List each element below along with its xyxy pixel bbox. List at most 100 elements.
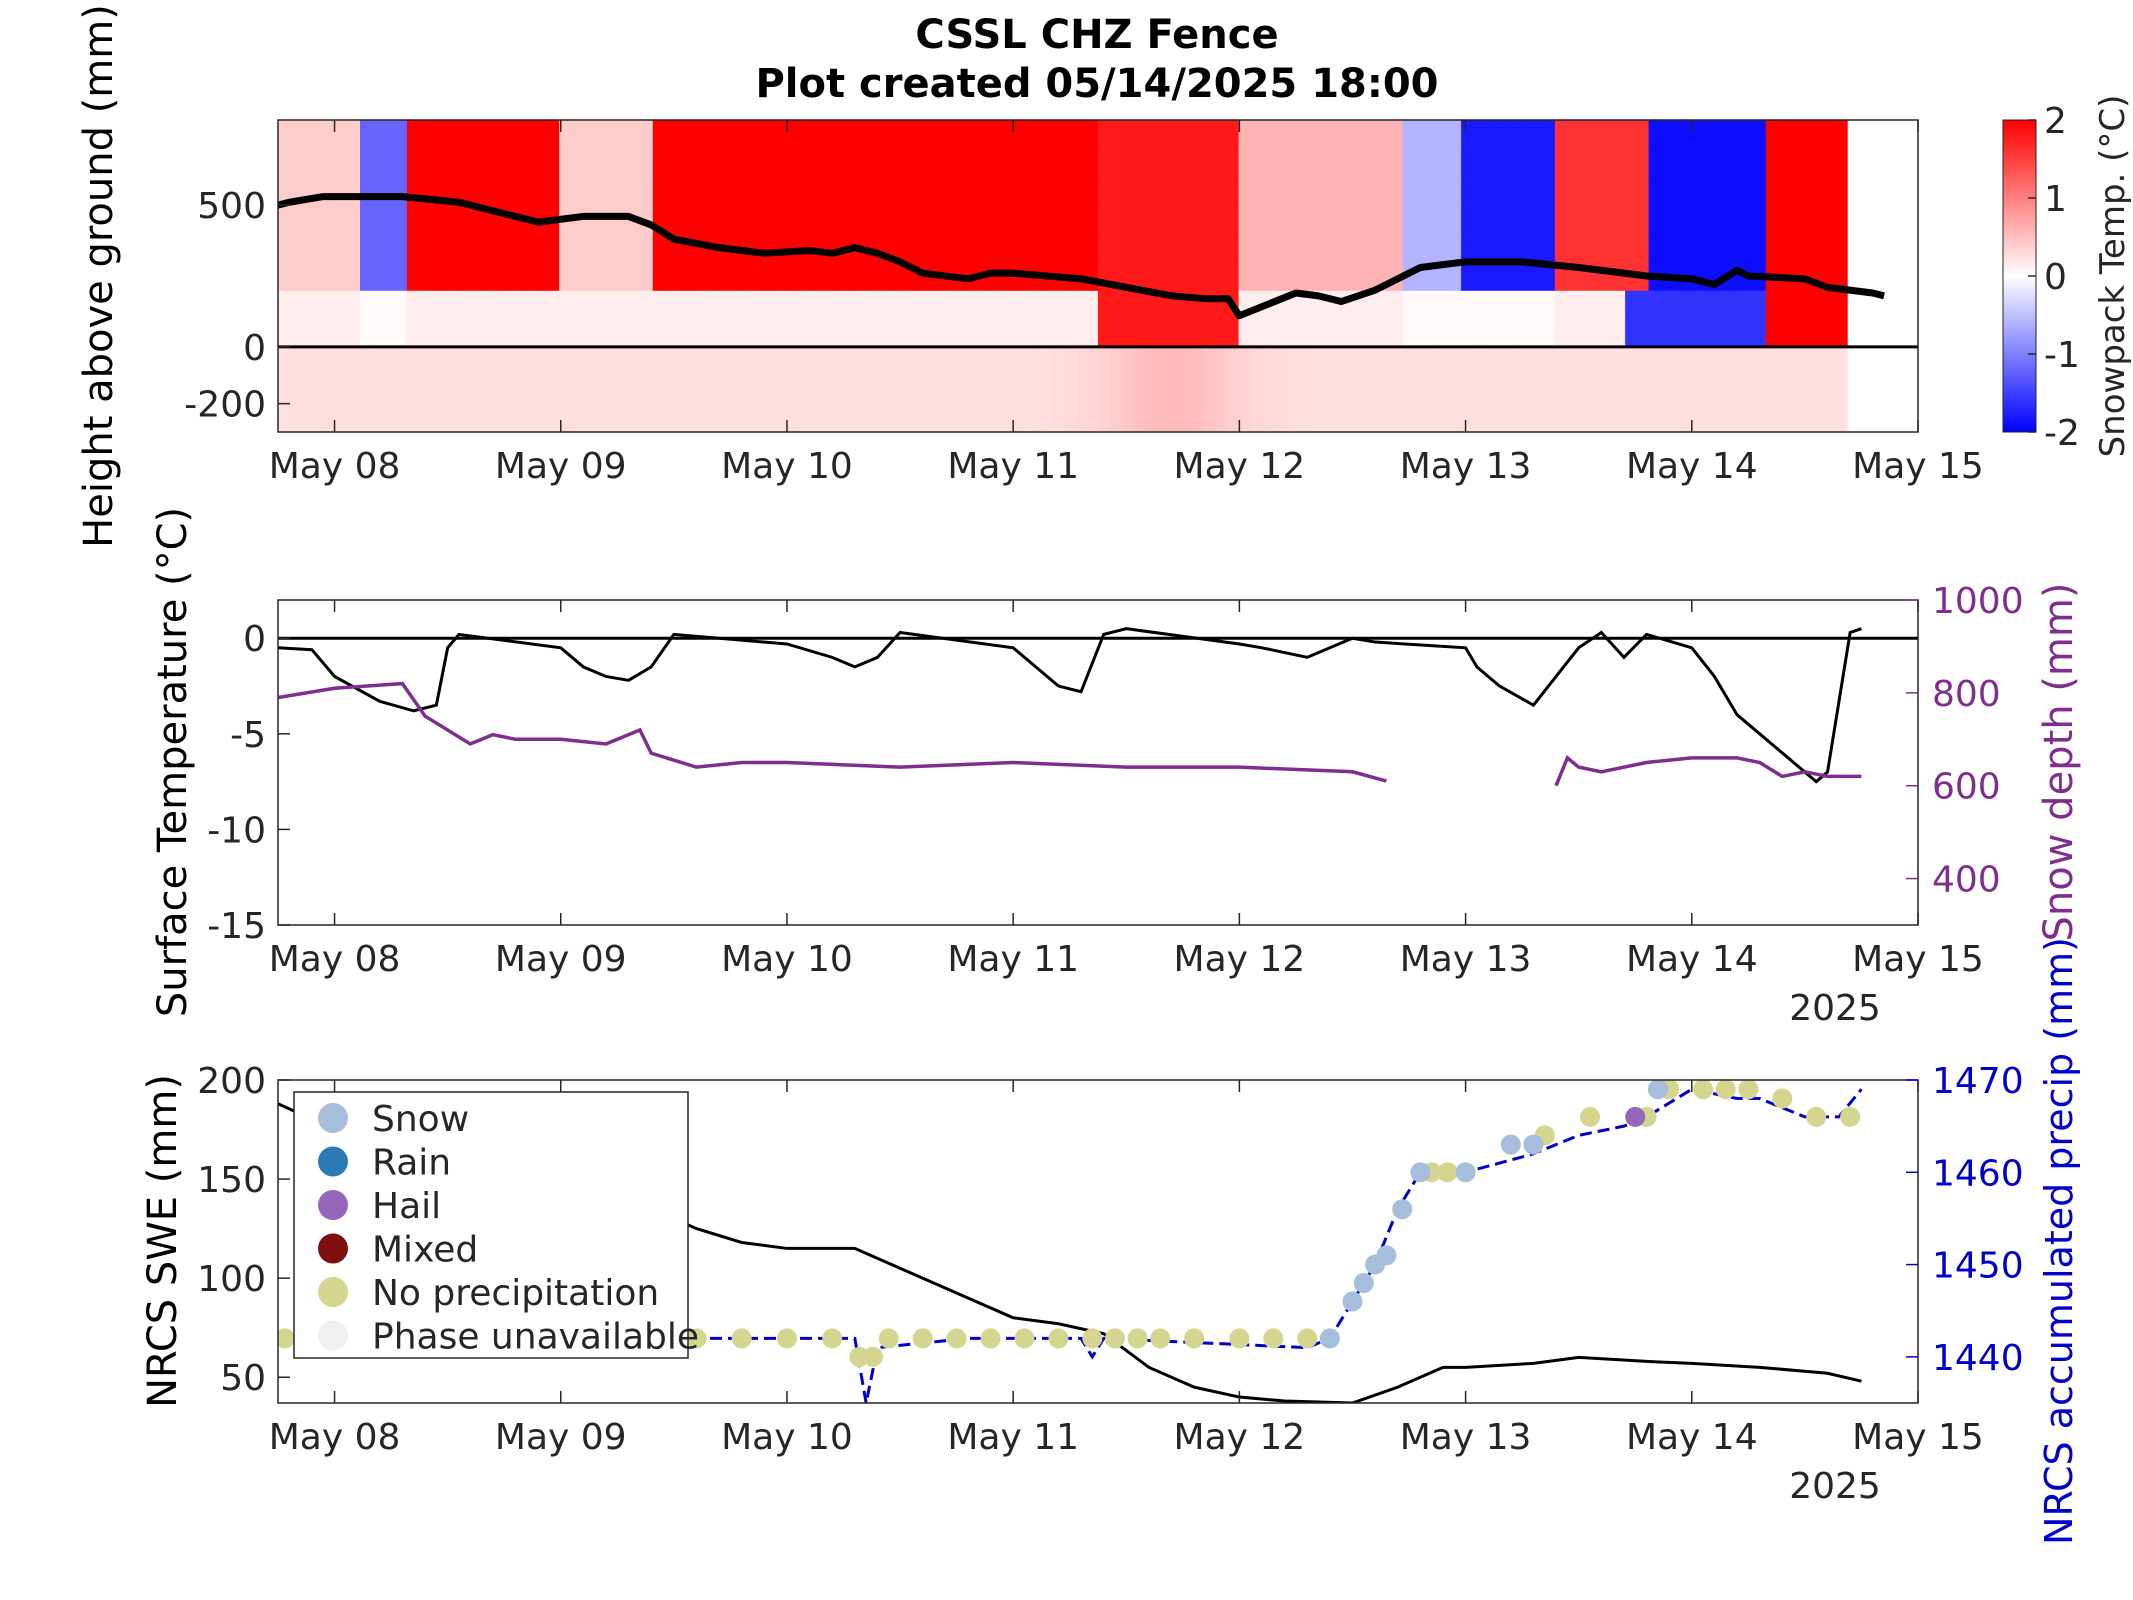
heatmap-cell [1426,205,1439,235]
heatmap-cell [781,176,795,206]
heatmap-cell [418,205,431,235]
heatmap-cell [1590,318,1603,348]
heatmap-cell [1051,290,1064,320]
heatmap-cell [289,120,303,149]
heatmap-cell [1121,403,1134,432]
heatmap-cell [934,148,947,178]
y-axis-label-height: Height above ground (mm) [76,4,122,548]
x-tick-label: May 10 [721,1417,853,1458]
heatmap-cell [1355,176,1369,206]
heatmap-cell [887,205,900,235]
heatmap-cell [395,176,408,206]
heatmap-cell [1355,346,1369,376]
heatmap-cell [852,290,865,320]
heatmap-cell [512,375,525,405]
heatmap-cell [1789,176,1802,206]
heatmap-cell [1882,375,1896,405]
heatmap-cell [1273,375,1287,405]
heatmap-cell [336,318,349,348]
heatmap-cell [723,205,736,235]
heatmap-cell [1859,176,1872,206]
heatmap-cell [500,375,513,405]
heatmap-cell [1508,148,1521,178]
heatmap-cell [1812,205,1825,235]
heatmap-cell [1683,205,1697,235]
heatmap-cell [1226,403,1240,432]
heatmap-cell [1250,176,1263,206]
heatmap-cell [500,120,513,149]
heatmap-cell [969,290,982,320]
heatmap-cell [1554,290,1568,320]
heatmap-cell [1695,346,1708,376]
heatmap-cell [524,148,537,178]
heatmap-cell [1601,176,1615,206]
heatmap-cell [1144,261,1158,291]
heatmap-cell [1086,375,1099,405]
heatmap-cell [1051,205,1064,235]
heatmap-cell [1836,375,1849,405]
heatmap-cell [816,290,830,320]
heatmap-cell [676,290,689,320]
heatmap-cell [1285,148,1298,178]
heatmap-cell [1554,233,1568,263]
heatmap-cell [371,403,385,432]
heatmap-cell [430,205,443,235]
heatmap-cell [1344,120,1357,149]
heatmap-cell [1484,120,1497,149]
heatmap-cell [1437,318,1451,348]
heatmap-cell [313,120,326,149]
heatmap-cell [1625,120,1638,149]
heatmap-cell [1707,375,1720,405]
heatmap-cell [1707,233,1720,263]
heatmap-cell [1648,318,1661,348]
heatmap-cell [570,403,584,432]
heatmap-cell [1672,205,1685,235]
heatmap-cell [1648,346,1661,376]
heatmap-cell [1390,233,1404,263]
heatmap-cell [1250,346,1263,376]
heatmap-cell [383,233,396,263]
heatmap-cell [1191,233,1205,263]
heatmap-cell [360,205,373,235]
heatmap-cell [1086,261,1099,291]
heatmap-cell [313,261,326,291]
heatmap-cell [278,205,291,235]
heatmap-cell [1601,148,1615,178]
y-tick-label: -15 [207,906,266,947]
y-right-tick-label: 600 [1932,767,2001,808]
heatmap-cell [1168,148,1181,178]
heatmap-cell [301,403,314,432]
heatmap-cell [1379,176,1392,206]
heatmap-cell [1461,403,1474,432]
heatmap-cell [746,148,759,178]
heatmap-cell [1062,375,1076,405]
heatmap-cell [1379,233,1392,263]
heatmap-cell [910,403,923,432]
phase-point [1580,1106,1600,1127]
heatmap-cell [664,318,677,348]
heatmap-cell [1226,205,1240,235]
heatmap-cell [1754,176,1767,206]
heatmap-cell [395,346,408,376]
heatmap-cell [957,120,970,149]
heatmap-cell [1496,205,1509,235]
heatmap-cell [559,233,572,263]
heatmap-cell [852,120,865,149]
heatmap-cell [1613,205,1626,235]
heatmap-cell [1695,120,1708,149]
heatmap-cell [1004,346,1017,376]
heatmap-cell [1144,120,1158,149]
heatmap-cell [676,403,689,432]
heatmap-cell [1285,233,1298,263]
heatmap-cell [1718,148,1732,178]
heatmap-cell [1250,318,1263,348]
heatmap-cell [1601,375,1615,405]
heatmap-cell [1226,148,1240,178]
heatmap-cell [699,318,713,348]
heatmap-cell [1566,346,1579,376]
heatmap-cell [1496,346,1509,376]
heatmap-cell [945,375,959,405]
heatmap-cell [1742,120,1755,149]
heatmap-cell [1250,403,1263,432]
